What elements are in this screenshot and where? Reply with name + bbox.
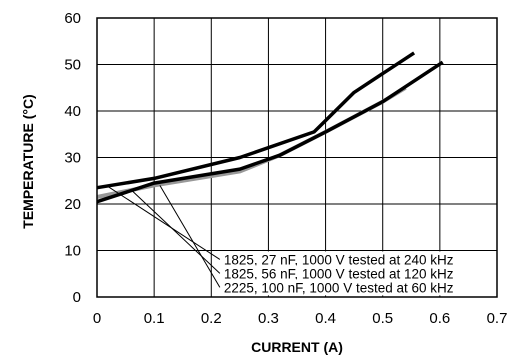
plot-frame [96, 17, 498, 298]
x-tick-label: 0.4 [315, 310, 336, 327]
series-layer [96, 51, 444, 204]
y-axis-title: TEMPERATURE (°C) [20, 94, 36, 228]
x-tick-label: 0.1 [144, 310, 165, 327]
y-tick-label: 30 [64, 150, 81, 167]
x-tick-label: 0.7 [487, 310, 508, 327]
series-annotation-label: 1825, 56 nF, 1000 V tested at 120 kHz [224, 266, 454, 281]
x-tick-label: 0.2 [201, 310, 222, 327]
y-tick-label: 50 [64, 57, 81, 74]
annotation-leader [108, 186, 221, 260]
annotation-background [221, 251, 504, 268]
annotation-layer: 1825, 27 nF, 1000 V tested at 240 kHz182… [108, 185, 504, 296]
y-tick-label: 0 [73, 289, 81, 306]
series-annotation-label: 2225, 100 nF, 1000 V tested at 60 kHz [224, 280, 454, 295]
x-tick-labels: 0 0.1 0.2 0.3 0.4 0.5 0.6 0.7 [93, 310, 508, 327]
x-tick-label: 0.6 [429, 310, 450, 327]
annotation-background [221, 279, 504, 296]
x-axis-title: CURRENT (A) [251, 339, 343, 355]
annotation-background [221, 265, 504, 282]
x-tick-label: 0.5 [372, 310, 393, 327]
series-line-2 [96, 60, 444, 204]
x-tick-label: 0.3 [258, 310, 279, 327]
y-tick-label: 10 [64, 243, 81, 260]
grid [96, 17, 498, 298]
x-tick-label: 0 [93, 310, 101, 327]
series-annotation-label: 1825, 27 nF, 1000 V tested at 240 kHz [224, 252, 454, 267]
annotation-leader [130, 189, 221, 274]
annotation-leader [159, 185, 221, 288]
series-line-1 [96, 51, 416, 190]
y-tick-label: 60 [64, 10, 81, 27]
y-tick-labels: 0 10 20 30 40 50 60 [64, 10, 81, 306]
y-tick-label: 40 [64, 103, 81, 120]
y-tick-label: 20 [64, 196, 81, 213]
